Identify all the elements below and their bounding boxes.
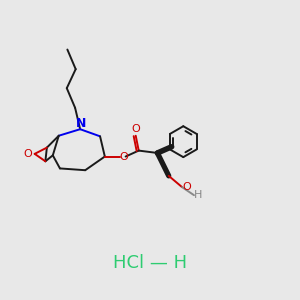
Text: O: O (182, 182, 190, 192)
Text: O: O (24, 149, 32, 159)
Text: O: O (119, 152, 128, 162)
Text: O: O (132, 124, 140, 134)
Text: N: N (76, 117, 86, 130)
Text: H: H (194, 190, 202, 200)
Text: HCl — H: HCl — H (113, 254, 187, 272)
